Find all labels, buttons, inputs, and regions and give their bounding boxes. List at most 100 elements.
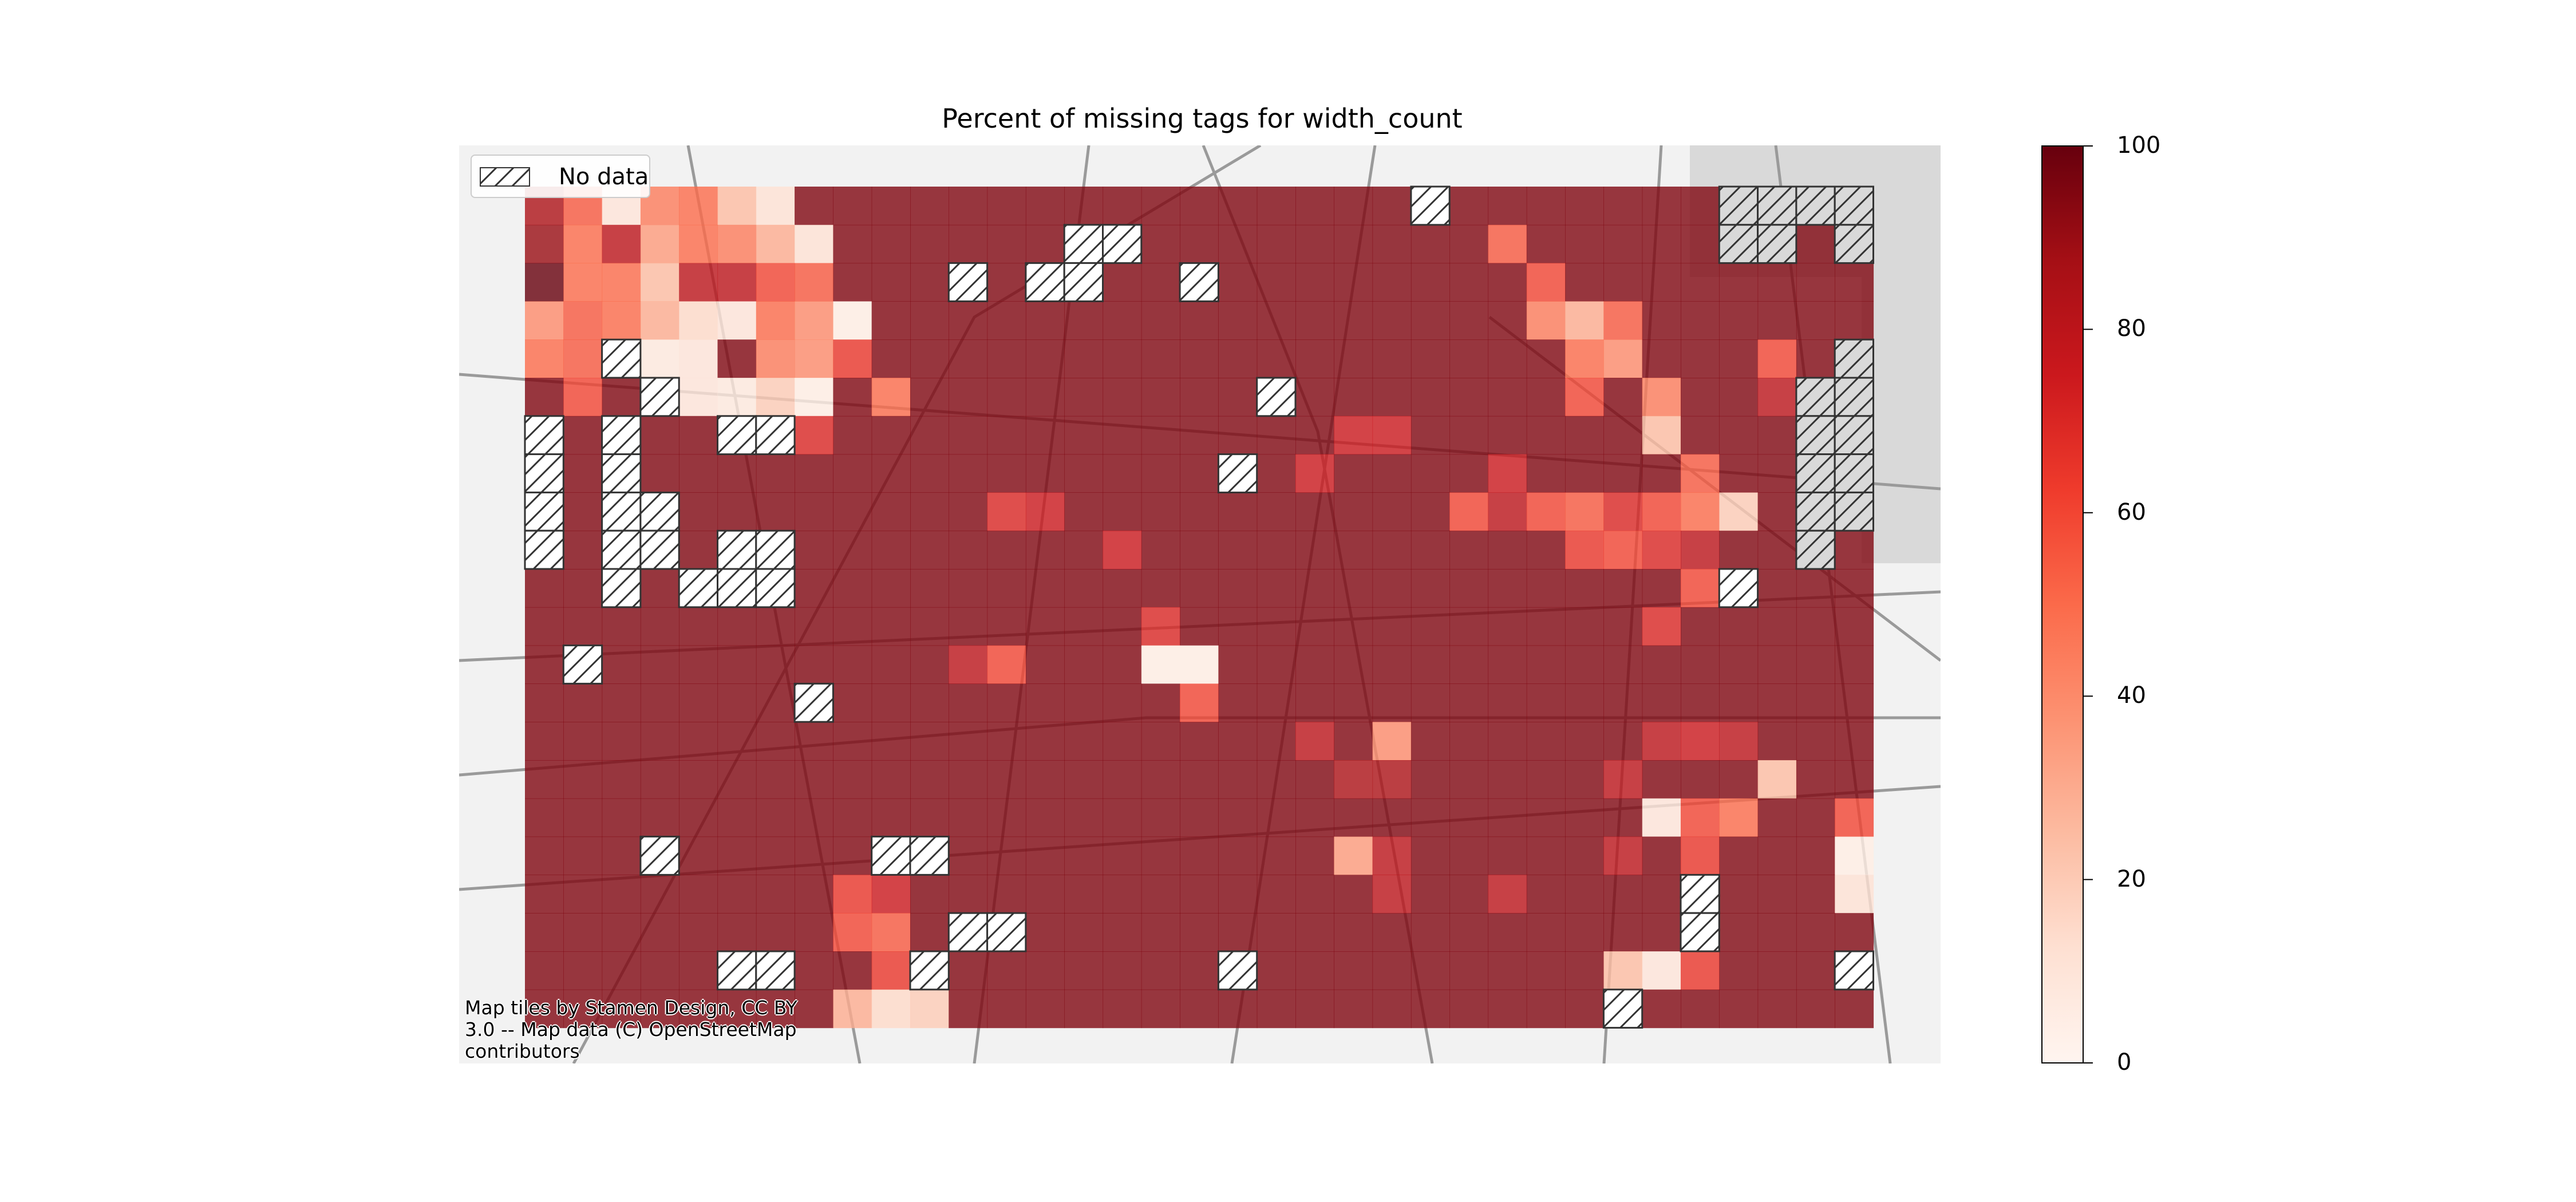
heatmap-cell — [602, 989, 641, 1029]
heatmap-cell — [1681, 722, 1720, 761]
heatmap-cell — [1180, 454, 1219, 493]
heatmap-cell — [1180, 339, 1219, 378]
heatmap-cell — [1411, 683, 1450, 722]
heatmap-cell — [1565, 722, 1604, 761]
heatmap-cell — [1218, 645, 1258, 684]
chart-title: Percent of missing tags for width_count — [942, 103, 1463, 134]
heatmap-cell — [1141, 722, 1180, 761]
colorbar-tick-label: 40 — [2117, 682, 2146, 709]
heatmap-cell — [756, 378, 795, 417]
heatmap-cell — [1488, 339, 1527, 378]
heatmap-cell — [1295, 951, 1334, 990]
heatmap-cell — [949, 224, 988, 264]
heatmap-cell — [910, 683, 949, 722]
heatmap-cell — [1835, 683, 1874, 722]
heatmap-cell — [1681, 492, 1720, 531]
heatmap-cell — [1719, 989, 1759, 1029]
heatmap-cell — [1526, 607, 1566, 646]
heatmap-cell — [525, 301, 564, 340]
heatmap-cell — [717, 492, 757, 531]
heatmap-cell — [1796, 836, 1835, 875]
heatmap-cell — [1796, 875, 1835, 914]
heatmap-cell — [1180, 683, 1219, 722]
heatmap-cell — [1526, 683, 1566, 722]
heatmap-cell — [602, 836, 641, 875]
heatmap-cell — [795, 224, 833, 264]
heatmap-cell — [1488, 454, 1527, 493]
heatmap-cell — [1372, 760, 1412, 799]
heatmap-cell — [1180, 951, 1219, 990]
heatmap-cell — [910, 989, 949, 1029]
map-panel[interactable] — [459, 145, 1941, 1063]
heatmap-cell — [833, 531, 872, 570]
heatmap-cell — [1719, 378, 1759, 417]
no-data-hatch-swatch — [480, 167, 530, 187]
heatmap-cell — [1719, 798, 1759, 837]
heatmap-cell — [871, 683, 911, 722]
heatmap-cell — [717, 722, 757, 761]
heatmap-cell — [1064, 531, 1104, 570]
heatmap-cell — [1719, 263, 1759, 302]
heatmap-cell — [871, 951, 911, 990]
heatmap-cell — [1488, 569, 1527, 608]
heatmap-cell — [1064, 301, 1104, 340]
heatmap-cell — [1681, 187, 1720, 226]
heatmap-cell — [1642, 492, 1681, 531]
heatmap-cell — [1372, 683, 1412, 722]
heatmap-cell — [1218, 531, 1258, 570]
heatmap-cell — [949, 836, 988, 875]
heatmap-cell — [679, 339, 718, 378]
heatmap-cell — [1681, 301, 1720, 340]
heatmap-cell — [1411, 224, 1450, 264]
heatmap-cell — [756, 492, 795, 531]
heatmap-cell — [1141, 187, 1180, 226]
heatmap-cell — [987, 951, 1026, 990]
heatmap-cell — [525, 263, 564, 302]
heatmap-cell — [1603, 492, 1643, 531]
heatmap-cell — [949, 875, 988, 914]
heatmap-cell — [910, 607, 949, 646]
heatmap-cell — [640, 989, 679, 1029]
heatmap-cell — [1449, 645, 1489, 684]
heatmap-cell — [1565, 683, 1604, 722]
heatmap-cell — [717, 607, 757, 646]
heatmap-cell — [1642, 722, 1681, 761]
heatmap-cell — [1411, 301, 1450, 340]
heatmap-cell — [640, 645, 679, 684]
heatmap-cell — [1218, 378, 1258, 417]
heatmap-cell — [1603, 683, 1643, 722]
heatmap-cell — [1180, 798, 1219, 837]
heatmap-cell — [795, 301, 833, 340]
heatmap-cell — [1257, 798, 1296, 837]
heatmap-cell — [987, 875, 1026, 914]
heatmap-cell — [1064, 836, 1104, 875]
heatmap-cell — [563, 836, 603, 875]
heatmap-cell — [1488, 607, 1527, 646]
heatmap-cell — [1257, 951, 1296, 990]
heatmap-cell — [1642, 224, 1681, 264]
heatmap-cell — [679, 454, 718, 493]
heatmap-cell — [1719, 836, 1759, 875]
heatmap-cell — [602, 951, 641, 990]
heatmap-cell — [1796, 301, 1835, 340]
heatmap-cell — [1334, 798, 1373, 837]
heatmap-cell — [1064, 760, 1104, 799]
heatmap-cell — [1835, 569, 1874, 608]
heatmap-cell — [1565, 607, 1604, 646]
heatmap-cell — [602, 683, 641, 722]
heatmap-cell — [795, 836, 833, 875]
heatmap-cell — [833, 913, 872, 952]
no-data-cell — [717, 415, 757, 456]
no-data-cell — [793, 682, 834, 723]
heatmap-cell — [1295, 569, 1334, 608]
heatmap-cell — [1719, 722, 1759, 761]
heatmap-cell — [1334, 760, 1373, 799]
heatmap-cell — [949, 531, 988, 570]
heatmap-cell — [1141, 224, 1180, 264]
heatmap-cell — [1103, 875, 1142, 914]
heatmap-cell — [987, 683, 1026, 722]
heatmap-cell — [949, 301, 988, 340]
heatmap-cell — [871, 454, 911, 493]
heatmap-cell — [1372, 913, 1412, 952]
heatmap-cell — [833, 187, 872, 226]
